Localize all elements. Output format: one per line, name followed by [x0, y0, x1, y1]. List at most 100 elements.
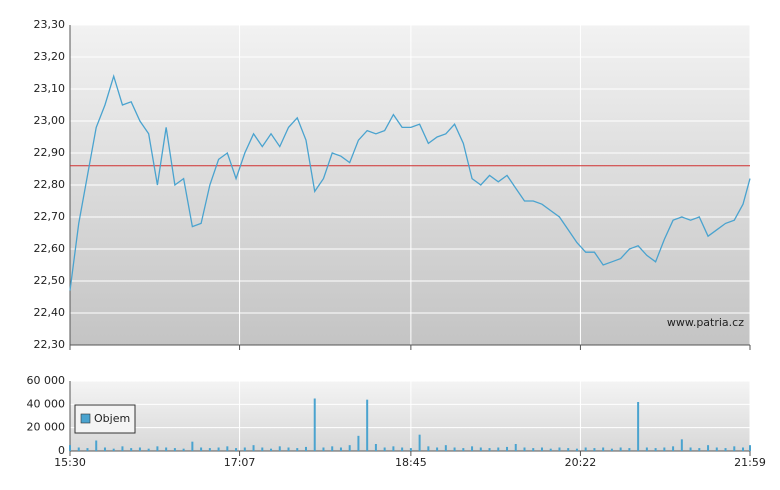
volume-bar [243, 447, 246, 451]
volume-bar [427, 446, 430, 451]
volume-bar [112, 448, 115, 451]
volume-bar [287, 447, 290, 451]
volume-bar [567, 448, 570, 451]
volume-bar [575, 448, 578, 451]
volume-bar [628, 448, 631, 451]
x-tick-label: 18:45 [395, 456, 427, 469]
volume-bar [532, 448, 535, 451]
x-tick-label: 17:07 [224, 456, 256, 469]
volume-bar [724, 448, 727, 451]
volume-bar [156, 446, 159, 451]
volume-bar [130, 448, 133, 451]
volume-bar [313, 398, 316, 451]
volume-bar [602, 447, 605, 451]
volume-bar [610, 448, 613, 451]
volume-bar [479, 447, 482, 451]
volume-bar [331, 446, 334, 451]
volume-bar [366, 399, 369, 451]
y-tick-label: 22,90 [34, 146, 66, 159]
volume-bar [663, 447, 666, 451]
volume-bar [418, 434, 421, 451]
volume-bar [698, 448, 701, 451]
volume-bar [392, 446, 395, 451]
volume-bar [348, 445, 351, 451]
y-tick-label: 0 [58, 444, 65, 457]
legend-label: Objem [94, 412, 130, 425]
volume-bar [270, 448, 273, 451]
volume-bar [619, 447, 622, 451]
volume-bar [121, 446, 124, 451]
volume-bar [296, 448, 299, 451]
y-tick-label: 23,20 [34, 50, 66, 63]
volume-bar [488, 448, 491, 451]
volume-bar [593, 448, 596, 451]
volume-bar [715, 447, 718, 451]
volume-bar [549, 448, 552, 451]
y-tick-label: 20 000 [27, 421, 66, 434]
volume-bar [514, 444, 517, 451]
watermark: www.patria.cz [667, 316, 744, 329]
y-tick-label: 23,00 [34, 114, 66, 127]
volume-bar [409, 448, 412, 451]
volume-bar [506, 446, 509, 451]
volume-bar [252, 445, 255, 451]
y-tick-label: 40 000 [27, 397, 66, 410]
y-tick-label: 23,30 [34, 18, 66, 31]
volume-bar [200, 447, 203, 451]
legend-swatch [80, 413, 91, 424]
volume-bar [138, 447, 141, 451]
volume-bar [471, 446, 474, 451]
volume-bar [208, 448, 211, 451]
volume-bar [453, 447, 456, 451]
y-tick-label: 60 000 [27, 374, 66, 387]
y-tick-label: 22,60 [34, 242, 66, 255]
volume-bar [304, 446, 307, 451]
volume-bar [147, 448, 150, 451]
volume-bar [357, 435, 360, 451]
volume-bar [182, 448, 185, 451]
price-line [69, 73, 751, 291]
volume-bar [235, 448, 238, 451]
volume-bar [217, 447, 220, 451]
volume-bar [278, 446, 281, 451]
volume-bar [322, 447, 325, 451]
volume-bar [462, 448, 465, 451]
volume-bar [497, 447, 500, 451]
volume-bar [523, 447, 526, 451]
y-tick-label: 22,30 [34, 338, 66, 351]
volume-bar [584, 447, 587, 451]
volume-bar [103, 447, 106, 451]
volume-bar [707, 445, 710, 451]
y-tick-label: 23,10 [34, 82, 66, 95]
volume-bar [749, 445, 751, 451]
volume-bar [689, 447, 692, 451]
x-tick-label: 20:22 [565, 456, 597, 469]
volume-bar [637, 402, 640, 451]
volume-bar [680, 439, 683, 451]
x-tick-label: 15:30 [54, 456, 86, 469]
y-tick-label: 22,80 [34, 178, 66, 191]
volume-bar [191, 441, 194, 451]
volume-bar [672, 446, 675, 451]
y-tick-label: 22,50 [34, 274, 66, 287]
y-tick-label: 22,40 [34, 306, 66, 319]
volume-bar [383, 447, 386, 451]
volume-bar [165, 447, 168, 451]
volume-bar [436, 447, 439, 451]
volume-bar [69, 445, 71, 451]
volume-bar [374, 444, 377, 451]
volume-bar [86, 448, 89, 451]
volume-bar [173, 448, 176, 451]
volume-bar [261, 447, 264, 451]
volume-bar [401, 447, 404, 451]
volume-bar [339, 447, 342, 451]
y-tick-label: 22,70 [34, 210, 66, 223]
volume-bar [226, 446, 229, 451]
volume-bar [742, 447, 745, 451]
volume-bar [654, 448, 657, 451]
volume-bar [95, 440, 98, 451]
volume-bar [444, 445, 447, 451]
volume-bar [733, 446, 736, 451]
volume-bar [77, 447, 80, 451]
